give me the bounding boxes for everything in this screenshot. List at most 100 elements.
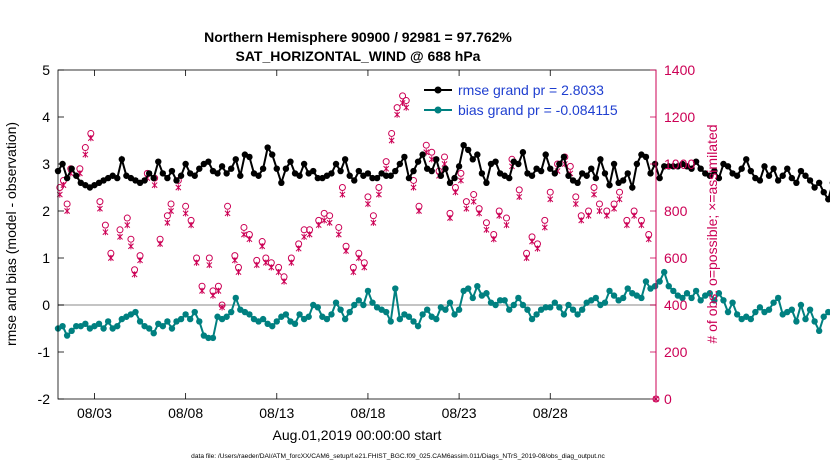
obs-assimilated-point <box>611 205 618 212</box>
obs-assimilated-point <box>137 257 143 264</box>
rmse-point <box>451 174 458 182</box>
obs-possible-point <box>422 141 430 149</box>
rmse-point <box>114 174 121 182</box>
rmse-point <box>455 163 463 170</box>
obs-possible-point <box>462 198 470 206</box>
obs-assimilated-point <box>350 268 357 276</box>
obs-possible-point <box>101 221 109 229</box>
bias-point <box>515 294 522 302</box>
rmse-point <box>255 172 262 179</box>
obs-assimilated-point <box>403 104 410 111</box>
rmse-point <box>551 170 559 177</box>
bias-point <box>182 311 189 318</box>
obs-possible-point <box>470 191 478 199</box>
rmse-point <box>150 174 157 182</box>
bias-point <box>355 297 363 304</box>
rmse-point <box>228 165 235 172</box>
bias-point <box>729 299 736 306</box>
obs-assimilated-point <box>490 236 497 243</box>
obs-assimilated-point <box>585 212 592 219</box>
obs-possible-point <box>546 188 554 196</box>
obs-assimilated-point <box>547 196 554 203</box>
rmse-point <box>218 163 226 170</box>
rmse-point <box>373 174 381 182</box>
rmse-point <box>410 167 417 175</box>
rmse-point <box>182 160 189 168</box>
obs-assimilated-point <box>476 210 483 217</box>
rmse-point <box>492 158 499 165</box>
bias-point <box>145 325 153 332</box>
rmse-point <box>743 156 750 163</box>
obs-possible-point <box>572 193 580 201</box>
obs-assimilated-point <box>355 254 362 262</box>
bias-point <box>492 301 499 309</box>
obs-assimilated-point <box>457 177 464 184</box>
obs-possible-point <box>399 92 407 100</box>
bias-point <box>670 287 677 295</box>
obs-assimilated-point <box>259 243 266 250</box>
obs-assimilated-point <box>578 217 585 224</box>
y-right-tick-label: 600 <box>664 250 688 266</box>
bias-point <box>351 301 358 309</box>
y-right-tick-label: 0 <box>664 391 672 407</box>
obs-assimilated-point <box>541 224 548 231</box>
bias-point <box>82 320 89 327</box>
rmse-point <box>442 165 449 172</box>
rmse-point <box>155 158 162 165</box>
rmse-point <box>565 172 572 179</box>
y-right-tick-label: 200 <box>664 344 688 360</box>
rmse-point <box>756 177 764 184</box>
x-axis-ticks: 08/03 08/08 08/13 08/18 08/23 08/28 <box>77 70 568 421</box>
rmse-point <box>610 160 618 168</box>
y-right-axis-ticks: 0 200 400 600 800 1000 1200 1400 <box>650 62 695 407</box>
rmse-point <box>310 167 317 175</box>
rmse-point <box>811 184 818 191</box>
rmse-point <box>642 153 650 161</box>
rmse-point <box>528 172 536 179</box>
rmse-point <box>784 165 791 172</box>
obs-assimilated-point <box>64 207 71 215</box>
bias-point <box>405 313 413 320</box>
obs-assimilated-point <box>193 259 200 266</box>
obs-assimilated-point <box>168 207 174 215</box>
obs-assimilated-point <box>206 261 213 269</box>
bias-point <box>506 306 513 313</box>
bias-point <box>433 315 440 323</box>
bias-point <box>524 306 531 313</box>
bias-point <box>95 320 103 327</box>
y-left-tick-label: 4 <box>42 109 50 125</box>
bias-point <box>815 327 823 335</box>
legend: rmse grand pr = 2.8033 bias grand pr = -… <box>424 82 618 118</box>
obs-assimilated-point <box>175 184 182 191</box>
rmse-point <box>428 167 435 175</box>
rmse-point <box>460 142 467 149</box>
obs-assimilated-point <box>623 221 630 229</box>
bias-point <box>765 306 773 313</box>
rmse-point <box>118 156 126 163</box>
bias-point <box>802 315 809 323</box>
rmse-point <box>232 156 239 163</box>
plot-area <box>58 70 656 399</box>
obs-assimilated-point <box>463 205 470 212</box>
rmse-point <box>474 151 481 158</box>
obs-assimilated-point <box>107 254 114 262</box>
bias-point <box>642 278 650 285</box>
rmse-point <box>332 160 340 168</box>
obs-assimilated-point <box>631 212 638 219</box>
rmse-point <box>770 165 777 172</box>
rmse-point <box>205 158 212 165</box>
rmse-point <box>396 160 404 168</box>
obs-assimilated-point <box>253 261 260 269</box>
rmse-point <box>592 174 600 182</box>
y-right-tick-label: 800 <box>664 203 688 219</box>
bias-point <box>756 304 764 311</box>
bias-point <box>305 313 312 320</box>
obs-possible-point <box>163 212 171 220</box>
rmse-point <box>278 179 285 186</box>
rmse-point <box>401 153 408 161</box>
obs-assimilated-point <box>603 212 610 219</box>
obs-assimilated-point <box>281 278 288 285</box>
rmse-point <box>382 172 390 179</box>
bias-point <box>788 306 796 313</box>
rmse-point <box>191 172 198 179</box>
